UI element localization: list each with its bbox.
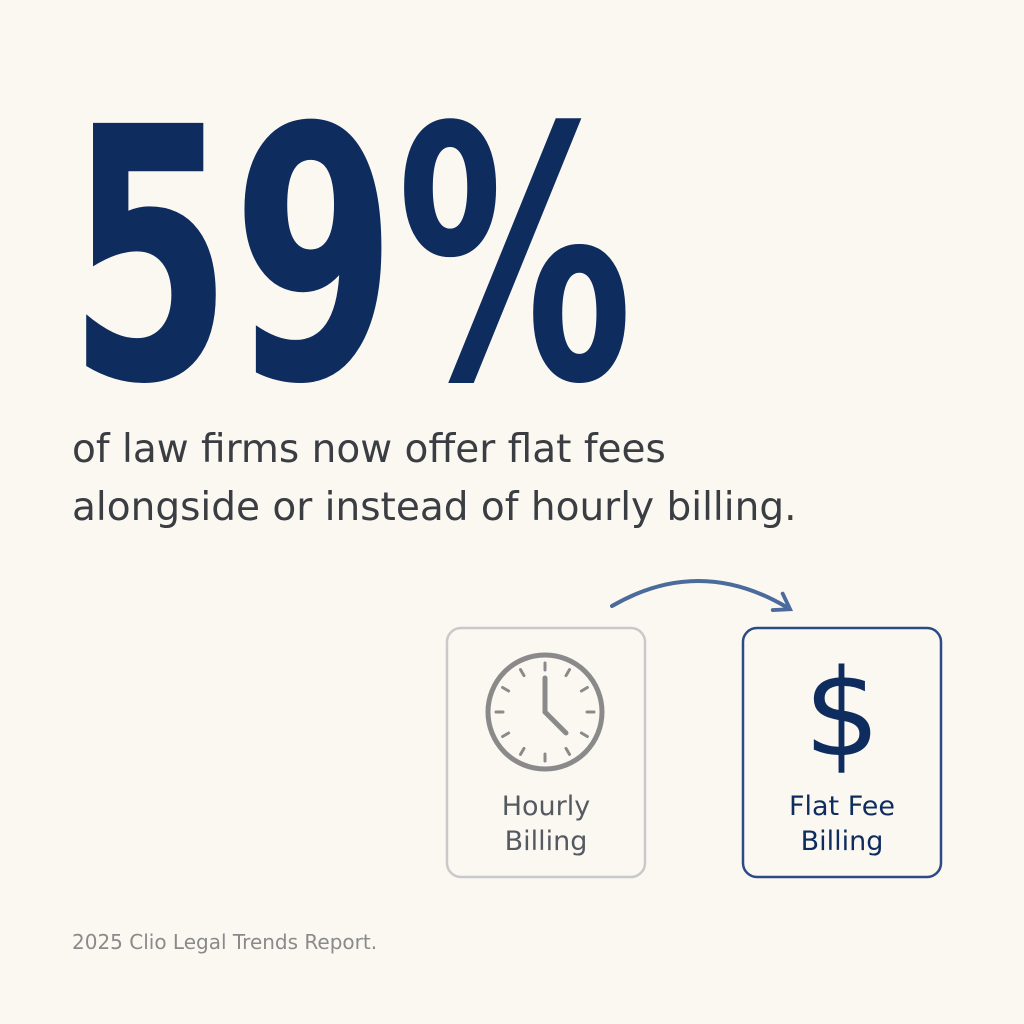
card-label: Billing xyxy=(801,826,884,857)
arrow xyxy=(610,579,794,612)
dollar-icon: $ xyxy=(804,645,880,784)
card-label: Flat Fee xyxy=(789,791,895,822)
hourly-card: Hourly Billing xyxy=(445,626,647,879)
description-line: alongside or instead of hourly billing. xyxy=(72,485,796,530)
flat-fee-card: $ Flat Fee Billing xyxy=(741,626,943,879)
card-border xyxy=(741,626,943,879)
source: 2025 Clio Legal Trends Report. xyxy=(72,930,377,954)
card-label: Billing xyxy=(505,826,588,857)
clock-icon xyxy=(485,652,605,772)
description-line: of law firms now offer flat fees xyxy=(72,427,666,472)
card-label: Hourly xyxy=(502,791,591,822)
stat: 59% xyxy=(68,53,633,461)
